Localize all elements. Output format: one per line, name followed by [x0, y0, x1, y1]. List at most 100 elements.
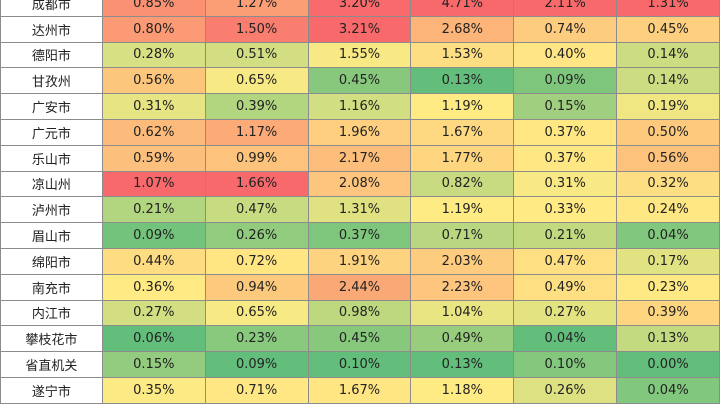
row-label: 省直机关 — [0, 351, 103, 378]
heatmap-cell: 0.00% — [616, 351, 720, 378]
heatmap-cell: 2.03% — [410, 247, 515, 275]
heatmap-cell: 0.71% — [204, 376, 309, 404]
heatmap-cell: 0.50% — [616, 118, 720, 146]
heatmap-cell: 1.19% — [410, 93, 515, 120]
heatmap-cell: 0.62% — [101, 118, 206, 146]
heatmap-cell: 1.27% — [204, 0, 309, 17]
heatmap-cell: 0.49% — [410, 325, 515, 353]
heatmap-cell: 1.53% — [410, 41, 515, 69]
heatmap-cell: 1.07% — [101, 170, 206, 198]
heatmap-cell: 0.82% — [410, 170, 515, 198]
heatmap-cell: 0.28% — [101, 41, 206, 69]
heatmap-cell: 1.66% — [204, 170, 309, 198]
row-label: 甘孜州 — [0, 67, 103, 95]
heatmap-cell: 1.77% — [410, 144, 515, 172]
heatmap-cell: 0.32% — [616, 170, 720, 198]
heatmap-cell: 0.26% — [204, 222, 309, 249]
heatmap-cell: 0.39% — [616, 299, 720, 327]
heatmap-cell: 1.67% — [410, 118, 515, 146]
heatmap-cell: 1.31% — [616, 0, 720, 17]
table-row: 南充市 0.36% 0.94% 2.44% 2.23% 0.49% 0.23% — [0, 273, 720, 301]
heatmap-cell: 4.71% — [410, 0, 515, 17]
table-row: 遂宁市 0.35% 0.71% 1.67% 1.18% 0.26% 0.04% — [0, 376, 720, 404]
heatmap-cell: 0.26% — [513, 376, 618, 404]
row-label: 内江市 — [0, 299, 103, 327]
heatmap-cell: 0.24% — [616, 196, 720, 224]
heatmap-cell: 0.45% — [307, 67, 412, 95]
table-row: 甘孜州 0.56% 0.65% 0.45% 0.13% 0.09% 0.14% — [0, 67, 720, 95]
heatmap-cell: 0.04% — [616, 222, 720, 249]
heatmap-cell: 2.17% — [307, 144, 412, 172]
row-label: 乐山市 — [0, 144, 103, 172]
row-label: 泸州市 — [0, 196, 103, 224]
row-label: 遂宁市 — [0, 376, 103, 404]
heatmap-cell: 1.18% — [410, 376, 515, 404]
heatmap-cell: 0.31% — [101, 93, 206, 120]
heatmap-cell: 0.65% — [204, 67, 309, 95]
heatmap-cell: 1.16% — [307, 93, 412, 120]
heatmap-cell: 1.96% — [307, 118, 412, 146]
heatmap-cell: 0.09% — [101, 222, 206, 249]
heatmap-cell: 2.23% — [410, 273, 515, 301]
row-label: 成都市 — [0, 0, 103, 17]
heatmap-cell: 0.74% — [513, 15, 618, 43]
heatmap-cell: 1.31% — [307, 196, 412, 224]
heatmap-cell: 0.04% — [616, 376, 720, 404]
table-row: 达州市 0.80% 1.50% 3.21% 2.68% 0.74% 0.45% — [0, 15, 720, 43]
heatmap-cell: 0.13% — [410, 67, 515, 95]
heatmap-cell: 0.71% — [410, 222, 515, 249]
heatmap-cell: 0.59% — [101, 144, 206, 172]
row-label: 广元市 — [0, 118, 103, 146]
heatmap-cell: 0.72% — [204, 247, 309, 275]
table-row: 绵阳市 0.44% 0.72% 1.91% 2.03% 0.47% 0.17% — [0, 247, 720, 275]
table-row: 乐山市 0.59% 0.99% 2.17% 1.77% 0.37% 0.56% — [0, 144, 720, 172]
table-row: 成都市 0.85% 1.27% 3.20% 4.71% 2.11% 1.31% — [0, 0, 720, 17]
table-row: 眉山市 0.09% 0.26% 0.37% 0.71% 0.21% 0.04% — [0, 222, 720, 249]
heatmap-cell: 0.65% — [204, 299, 309, 327]
table-row: 攀枝花市 0.06% 0.23% 0.45% 0.49% 0.04% 0.13% — [0, 325, 720, 353]
heatmap-cell: 0.98% — [307, 299, 412, 327]
heatmap-cell: 0.56% — [101, 67, 206, 95]
heatmap-cell: 0.47% — [513, 247, 618, 275]
heatmap-cell: 0.17% — [616, 247, 720, 275]
row-label: 广安市 — [0, 93, 103, 120]
heatmap-cell: 2.08% — [307, 170, 412, 198]
heatmap-cell: 0.27% — [101, 299, 206, 327]
heatmap-cell: 2.44% — [307, 273, 412, 301]
heatmap-cell: 0.94% — [204, 273, 309, 301]
table-row: 广元市 0.62% 1.17% 1.96% 1.67% 0.37% 0.50% — [0, 118, 720, 146]
heatmap-cell: 0.13% — [410, 351, 515, 378]
heatmap-cell: 0.47% — [204, 196, 309, 224]
heatmap-cell: 0.37% — [513, 118, 618, 146]
heatmap-cell: 0.85% — [101, 0, 206, 17]
heatmap-cell: 0.35% — [101, 376, 206, 404]
row-label: 眉山市 — [0, 222, 103, 249]
heatmap-cell: 0.23% — [616, 273, 720, 301]
heatmap-cell: 0.06% — [101, 325, 206, 353]
heatmap-cell: 0.09% — [513, 67, 618, 95]
heatmap-cell: 1.19% — [410, 196, 515, 224]
heatmap-cell: 0.10% — [307, 351, 412, 378]
heatmap-cell: 0.13% — [616, 325, 720, 353]
heatmap-cell: 0.33% — [513, 196, 618, 224]
table-row: 广安市 0.31% 0.39% 1.16% 1.19% 0.15% 0.19% — [0, 93, 720, 120]
heatmap-cell: 1.17% — [204, 118, 309, 146]
heatmap-cell: 1.55% — [307, 41, 412, 69]
row-label: 攀枝花市 — [0, 325, 103, 353]
heatmap-cell: 0.37% — [513, 144, 618, 172]
row-label: 南充市 — [0, 273, 103, 301]
heatmap-cell: 2.11% — [513, 0, 618, 17]
table-row: 泸州市 0.21% 0.47% 1.31% 1.19% 0.33% 0.24% — [0, 196, 720, 224]
table-row: 德阳市 0.28% 0.51% 1.55% 1.53% 0.40% 0.14% — [0, 41, 720, 69]
table-row: 省直机关 0.15% 0.09% 0.10% 0.13% 0.10% 0.00% — [0, 351, 720, 378]
heatmap-cell: 0.37% — [307, 222, 412, 249]
row-label: 凉山州 — [0, 170, 103, 198]
heatmap-cell: 3.21% — [307, 15, 412, 43]
heatmap-cell: 0.40% — [513, 41, 618, 69]
heatmap-cell: 0.15% — [101, 351, 206, 378]
heatmap-cell: 1.50% — [204, 15, 309, 43]
heatmap-cell: 0.14% — [616, 41, 720, 69]
heatmap-cell: 0.09% — [204, 351, 309, 378]
heatmap-cell: 1.67% — [307, 376, 412, 404]
